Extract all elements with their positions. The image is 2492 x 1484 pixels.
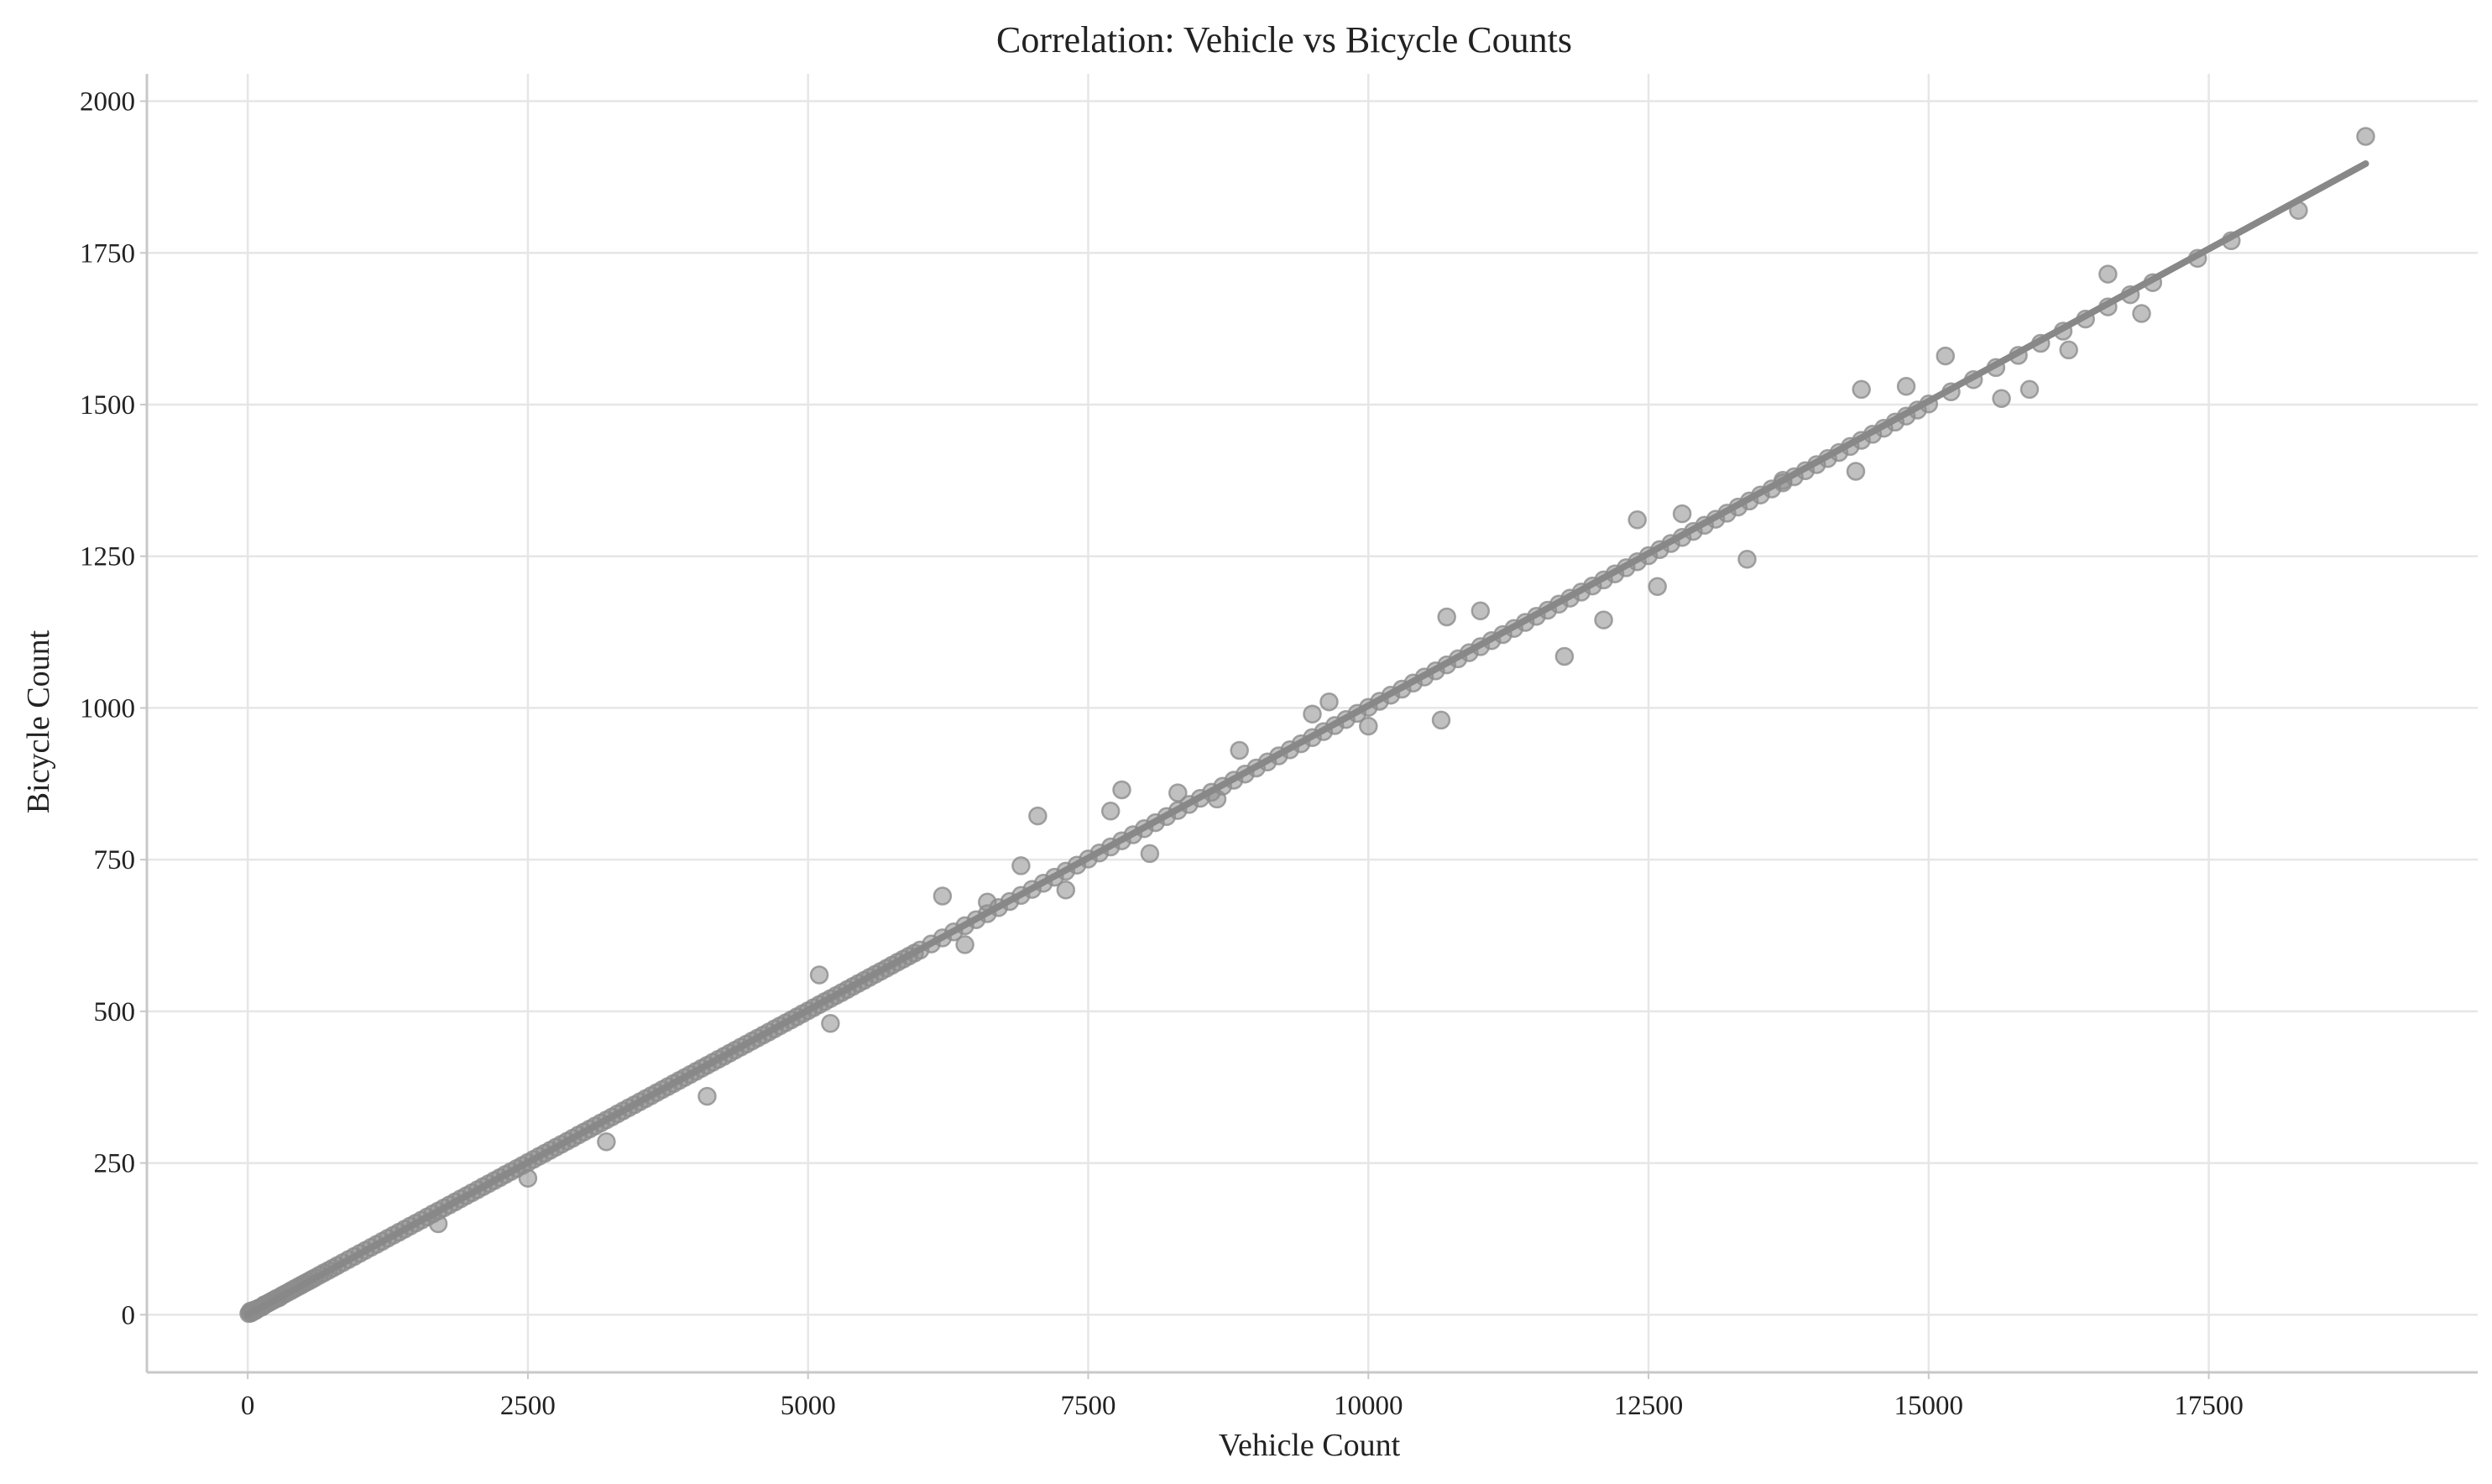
y-tick-label: 500 (94, 997, 136, 1027)
y-tick-label: 2000 (80, 87, 135, 118)
data-point (1672, 504, 1692, 524)
data-point (2356, 127, 2375, 146)
data-point (2098, 264, 2118, 284)
data-point (597, 1132, 616, 1152)
data-point (1168, 783, 1188, 802)
y-tick-label: 750 (94, 845, 136, 875)
data-point (1992, 389, 2011, 409)
chart-title: Correlation: Vehicle vs Bicycle Counts (996, 19, 1572, 60)
data-point (1230, 740, 1249, 760)
data-point (428, 1214, 448, 1234)
trend-layer (244, 159, 2369, 1319)
data-point (1140, 844, 1160, 864)
data-point (1100, 802, 1121, 821)
x-tick-label: 5000 (781, 1391, 836, 1421)
data-point (821, 1014, 840, 1033)
data-point (1896, 377, 1916, 396)
data-point (1028, 806, 1047, 826)
x-tick-label: 12500 (1614, 1391, 1684, 1421)
data-point (1554, 646, 1575, 666)
data-point (809, 965, 829, 985)
x-tick-label: 10000 (1334, 1391, 1403, 1421)
data-point (1056, 880, 1076, 900)
data-point (1846, 462, 1866, 481)
data-point (2059, 340, 2078, 360)
data-point (1594, 610, 1613, 630)
tick-layer: 0 2500 5000 7500 10000 12500 15000 17500 0 250 500… (80, 87, 2244, 1421)
x-tick-label: 0 (241, 1391, 255, 1421)
data-point (2019, 379, 2040, 400)
data-point (1303, 704, 1322, 724)
trend-line (244, 159, 2369, 1319)
x-tick-label: 7500 (1060, 1391, 1115, 1421)
x-tick-label: 2500 (500, 1391, 556, 1421)
data-point (1319, 692, 1339, 712)
data-point (518, 1168, 538, 1188)
x-tick-label: 17500 (2174, 1391, 2244, 1421)
data-point (1437, 607, 1456, 627)
y-tick-label: 1250 (80, 542, 135, 572)
data-point (697, 1086, 717, 1106)
y-tick-label: 1000 (80, 693, 135, 724)
y-tick-label: 250 (94, 1149, 136, 1179)
y-tick-label: 0 (122, 1300, 136, 1330)
data-point (1011, 856, 1031, 875)
data-point (2132, 304, 2151, 323)
data-point (933, 886, 953, 906)
axis-layer (145, 74, 2478, 1374)
data-point (1359, 716, 1378, 736)
data-point (1471, 601, 1491, 621)
y-axis-label: Bicycle Count (21, 630, 56, 813)
data-point (1112, 780, 1131, 800)
data-point (1936, 346, 1956, 366)
data-point (955, 935, 974, 954)
data-point (1627, 510, 1647, 530)
data-point (1431, 710, 1451, 730)
data-point (1648, 577, 1667, 597)
x-tick-label: 15000 (1894, 1391, 1964, 1421)
data-point (1852, 379, 1871, 400)
y-tick-label: 1500 (80, 390, 135, 421)
x-axis-label: Vehicle Count (1219, 1428, 1401, 1463)
data-point (1737, 550, 1757, 569)
y-tick-label: 1750 (80, 238, 135, 269)
